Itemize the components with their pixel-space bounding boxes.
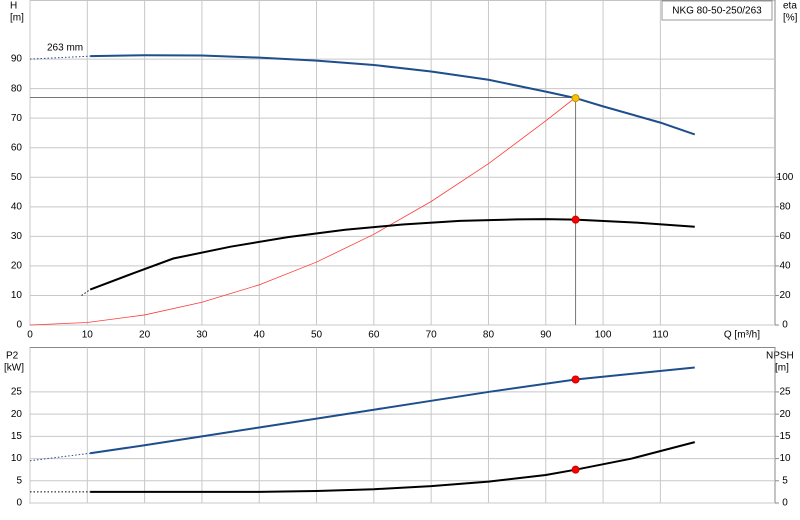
y-tick-label: 10 — [11, 290, 23, 301]
y-tick-label: 30 — [11, 231, 23, 242]
curve — [90, 366, 695, 455]
duty-point — [571, 465, 580, 474]
x-tick-label: 40 — [254, 330, 266, 341]
y-tick-label: 15 — [11, 431, 23, 442]
y-tick-label: 50 — [11, 172, 23, 183]
duty-point — [571, 215, 580, 224]
y2-axis-unit: [%] — [783, 13, 798, 24]
y2-tick-label: 40 — [779, 261, 791, 272]
y2-axis-label: eta — [783, 1, 797, 12]
y-tick-label: 70 — [11, 113, 23, 124]
y-tick-label: 20 — [11, 409, 23, 420]
y2-tick-label: 20 — [779, 409, 791, 420]
duty-point — [571, 94, 580, 103]
y2-tick-label: 0 — [782, 320, 788, 331]
y-axis-unit: [m] — [10, 13, 24, 24]
curve — [90, 441, 696, 493]
y-tick-label: 60 — [11, 142, 23, 153]
y2-tick-label: 0 — [782, 498, 788, 509]
duty-point — [571, 375, 580, 384]
y-tick-label: 80 — [11, 83, 23, 94]
y2-tick-label: 20 — [779, 290, 791, 301]
y2-tick-label: 25 — [779, 387, 791, 398]
y-tick-label: 25 — [11, 387, 23, 398]
x-tick-label: 30 — [196, 330, 208, 341]
curve — [90, 54, 696, 136]
y2-axis-unit: [m] — [775, 363, 789, 374]
x-tick-label: 100 — [595, 330, 612, 341]
y2-tick-label: 80 — [779, 201, 791, 212]
x-tick-label: 90 — [540, 330, 552, 341]
y-tick-label: 0 — [16, 320, 22, 331]
x-tick-label: 0 — [27, 330, 33, 341]
y-tick-label: 10 — [11, 453, 23, 464]
y-tick-label: 0 — [16, 498, 22, 509]
x-axis-label: Q [m³/h] — [724, 330, 760, 341]
annotation: 263 mm — [47, 43, 83, 54]
y-tick-label: 5 — [16, 475, 22, 486]
x-tick-label: 20 — [139, 330, 151, 341]
curve — [29, 97, 576, 326]
x-tick-label: 80 — [483, 330, 495, 341]
y-axis-unit: [kW] — [4, 363, 24, 374]
curve — [29, 55, 91, 60]
y-tick-label: 20 — [11, 261, 23, 272]
chart-title: NKG 80-50-250/263 — [672, 6, 762, 17]
y2-tick-label: 15 — [779, 431, 791, 442]
y2-axis-label: NPSH — [766, 351, 794, 362]
x-tick-label: 70 — [426, 330, 438, 341]
y-tick-label: 90 — [11, 54, 23, 65]
y-axis-label: H — [10, 1, 17, 12]
x-tick-label: 60 — [368, 330, 380, 341]
y-tick-label: 40 — [11, 201, 23, 212]
x-tick-label: 110 — [652, 330, 668, 341]
y2-tick-label: 100 — [777, 172, 794, 183]
x-tick-label: 50 — [311, 330, 323, 341]
y2-tick-label: 10 — [779, 453, 791, 464]
x-tick-label: 10 — [82, 330, 94, 341]
y-axis-label: P2 — [6, 351, 19, 362]
y2-tick-label: 5 — [782, 475, 788, 486]
title-box — [661, 0, 773, 21]
y2-tick-label: 60 — [779, 231, 791, 242]
